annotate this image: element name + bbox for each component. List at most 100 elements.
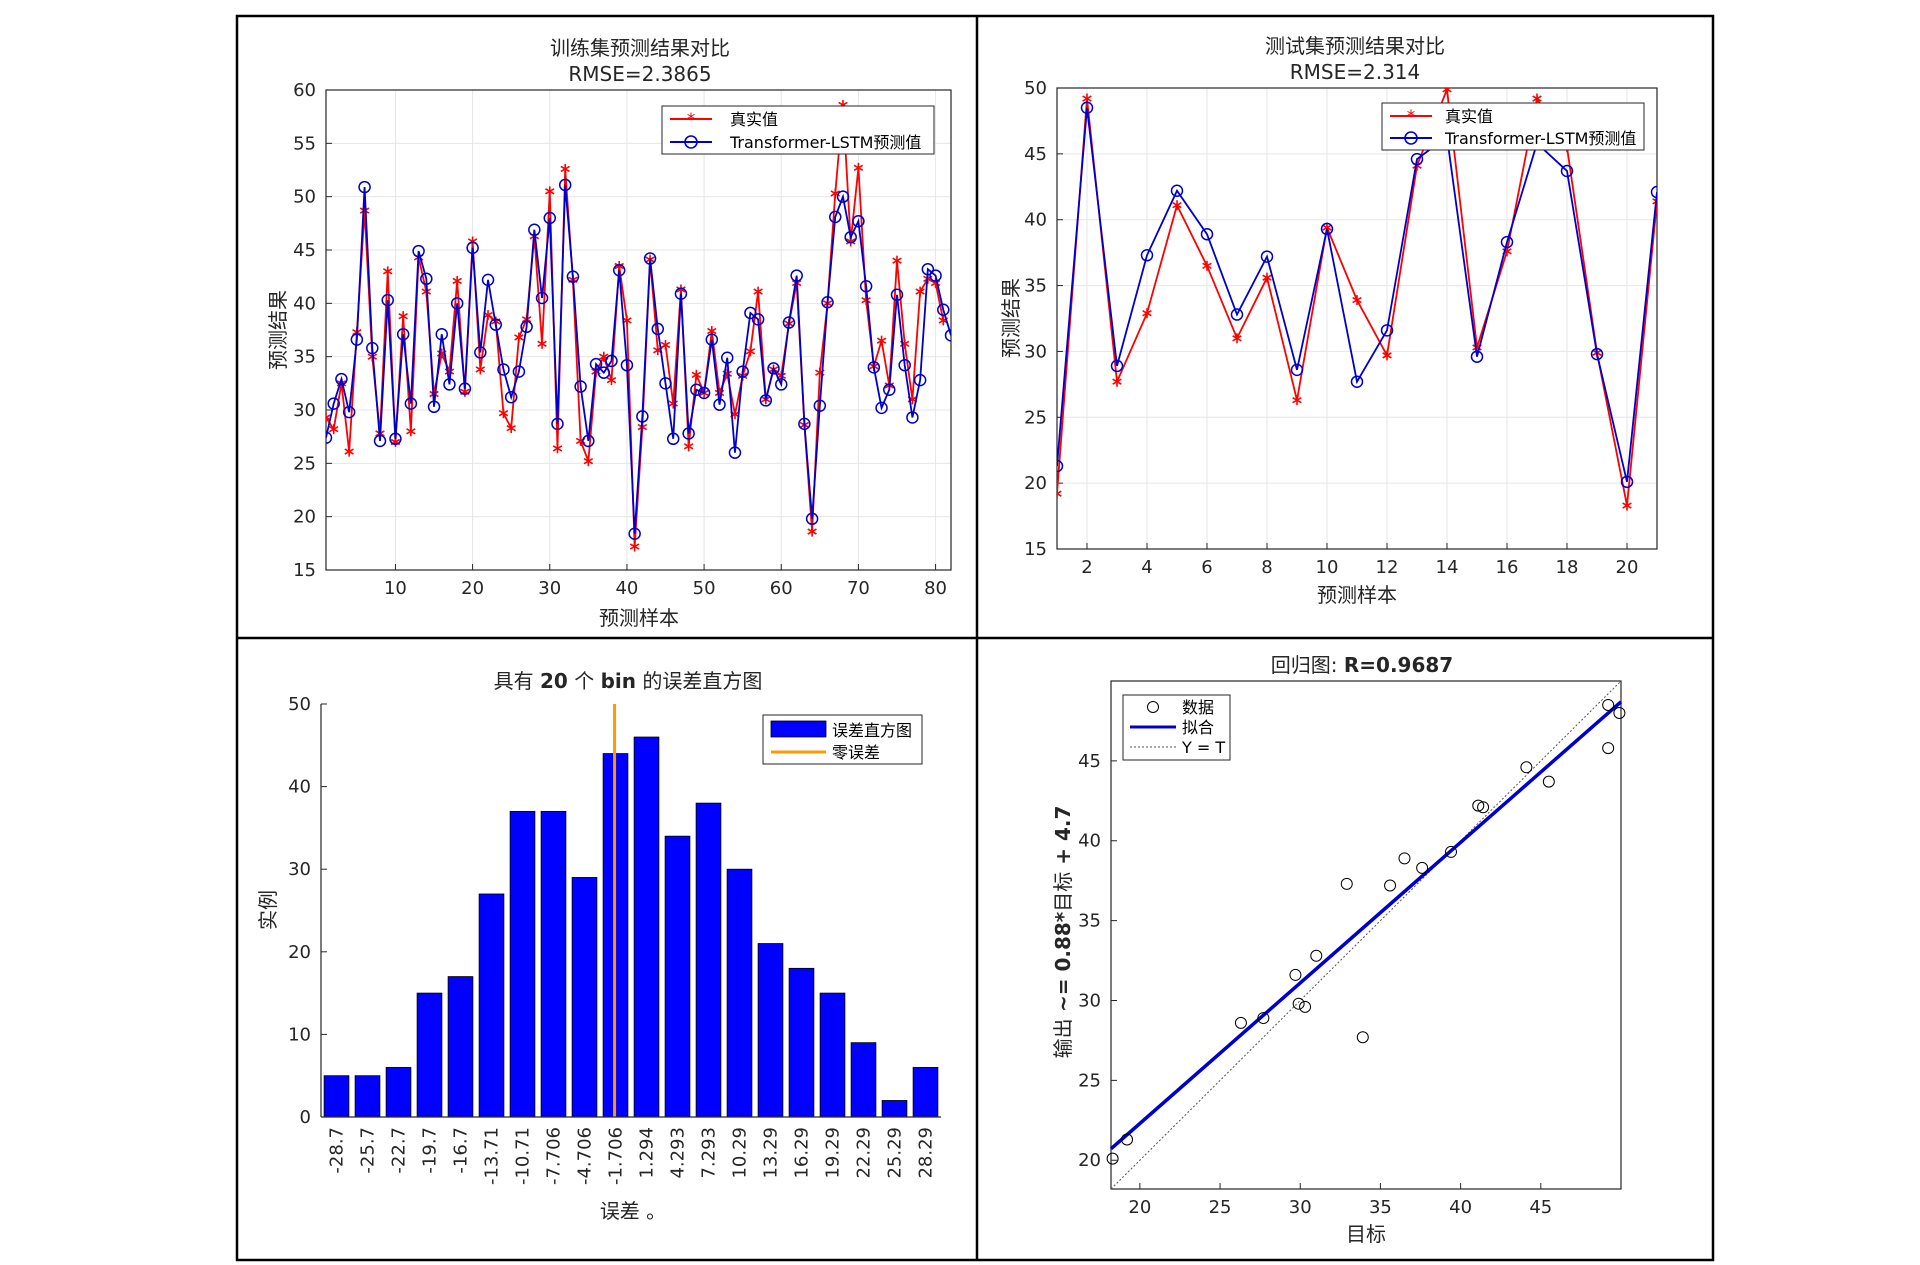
train-legend-pred-label: Transformer-LSTM预测值 — [729, 133, 921, 152]
reg-data-point-5 — [1289, 968, 1302, 981]
regression-lines — [1109, 680, 1623, 1190]
train-pred-point-44 — [651, 322, 665, 336]
train-pred-point-82 — [944, 329, 951, 342]
test-ytick-label-1: 20 — [1024, 473, 1047, 494]
train-xtick-label-5: 60 — [770, 578, 793, 599]
hist-bar-2 — [354, 1075, 381, 1118]
test-actual-point-9-stroke-2 — [1292, 396, 1302, 404]
reg-data-point-10 — [1356, 1031, 1369, 1044]
regression-axes-box — [1110, 680, 1622, 1190]
hist-xtick-label-1: -25.7 — [358, 1127, 379, 1174]
train-pred-point-80 — [929, 269, 942, 282]
train-actual-point-4 — [344, 446, 354, 457]
test-pred-point-18 — [1560, 164, 1574, 178]
reg-xtick-label-0: 20 — [1128, 1197, 1151, 1218]
hist-bar-8 — [540, 810, 567, 1118]
train-pred-point-81 — [937, 303, 950, 316]
regression-title: 回归图: R=0.9687 — [1271, 653, 1453, 677]
hist-xtick-label-13: 10.29 — [730, 1127, 751, 1179]
regression-points — [1106, 698, 1626, 1165]
test-actual-point-20-stroke-2 — [1622, 502, 1632, 509]
train-legend-actual-label: 真实值 — [730, 110, 778, 129]
test-xtick-label-0: 2 — [1081, 557, 1092, 578]
train-ytick-label-2: 25 — [293, 453, 316, 474]
regression-ylabel-suffix: + 4.7 — [1051, 806, 1075, 872]
train-pred-point-4 — [342, 405, 356, 419]
test-ytick-label-5: 40 — [1024, 210, 1047, 231]
train-actual-point-2-stroke-2 — [328, 426, 339, 433]
reg-ytick-label-0: 20 — [1078, 1150, 1101, 1171]
train-pred-point-62 — [790, 269, 803, 282]
train-pred-point-36 — [589, 357, 603, 371]
train-actual-point-75-stroke-2 — [892, 257, 902, 264]
hist-ytick-label-3: 30 — [288, 859, 311, 880]
hist-xtick-label-0: -28.7 — [327, 1127, 348, 1174]
train-actual-point-11 — [398, 311, 408, 322]
train-ytick-label-3: 30 — [293, 400, 316, 421]
train-pred-point-76 — [898, 358, 911, 372]
train-pred-point-15 — [427, 400, 441, 414]
train-xtick-label-4: 50 — [693, 578, 716, 599]
test-actual-point-1-stroke-1 — [1057, 492, 1062, 497]
train-legend-actual-marker: * — [687, 110, 696, 130]
test-actual-point-12-stroke-2 — [1382, 352, 1392, 359]
test-pred-point-11 — [1350, 375, 1364, 388]
test-ticks: 2 4 6 8 10 12 14 16 18 20 15 20 25 30 35 40 45 50 — [1024, 78, 1638, 578]
hist-xtick-label-7: -7.706 — [544, 1127, 565, 1185]
train-pred-point-63 — [798, 417, 811, 431]
train-actual-point-70-stroke-2 — [853, 164, 864, 172]
test-xtick-label-8: 18 — [1556, 557, 1579, 578]
test-actual-point-8-stroke-2 — [1262, 274, 1272, 281]
histogram-bars — [323, 704, 939, 1118]
train-series — [326, 99, 951, 552]
train-actual-point-47-stroke-2 — [676, 286, 686, 293]
train-pred-point-20 — [466, 241, 479, 255]
reg-data-point-18 — [1542, 775, 1555, 788]
train-pred-point-1 — [326, 431, 333, 444]
test-subtitle: RMSE=2.314 — [1290, 60, 1421, 84]
train-pred-point-16 — [435, 328, 448, 341]
reg-xtick-label-1: 25 — [1209, 1197, 1232, 1218]
hist-xtick-label-10: 1.294 — [637, 1127, 658, 1179]
train-pred-point-19 — [458, 382, 472, 395]
train-actual-point-24-stroke-2 — [498, 410, 509, 417]
test-legend-actual-label: 真实值 — [1445, 107, 1493, 126]
train-actual-point-6 — [359, 205, 370, 216]
reg-ytick-label-4: 40 — [1078, 831, 1101, 852]
train-actual-point-1 — [326, 412, 331, 423]
test-pred-point-20 — [1620, 475, 1634, 489]
test-xtick-label-4: 10 — [1316, 557, 1339, 578]
train-ytick-label-4: 35 — [293, 347, 316, 368]
test-actual-point-5 — [1172, 200, 1182, 211]
train-pred-point-64 — [805, 512, 819, 526]
hist-bar-7 — [509, 810, 536, 1118]
train-pred-point-75 — [890, 288, 904, 302]
train-pred-point-11 — [396, 328, 410, 341]
train-actual-point-4-stroke-2 — [344, 448, 354, 455]
regression-legend: 数据 拟合 Y = T — [1122, 694, 1231, 761]
train-pred-point-8 — [373, 434, 387, 448]
train-actual-point-32-stroke-2 — [560, 165, 570, 173]
train-actual-point-39-stroke-2 — [614, 262, 624, 270]
train-actual-point-41-stroke-2 — [629, 543, 640, 550]
reg-data-point-6 — [1292, 997, 1305, 1010]
test-legend-actual-marker: * — [1407, 107, 1416, 127]
train-pred-point-51 — [705, 333, 719, 346]
train-actual-point-21 — [475, 364, 486, 375]
regression-legend-identity-label: Y = T — [1181, 738, 1225, 757]
test-pred-point-5 — [1170, 184, 1184, 197]
hist-xtick-label-8: -4.706 — [575, 1127, 596, 1185]
train-pred-point-18 — [450, 297, 464, 310]
hist-xtick-label-16: 19.29 — [823, 1127, 844, 1179]
train-pred-point-23 — [489, 318, 503, 331]
train-actual-point-69-stroke-2 — [845, 238, 856, 245]
train-pred-point-47 — [674, 287, 688, 300]
train-actual-point-56 — [745, 346, 756, 357]
train-pred-point-6 — [358, 180, 371, 194]
train-ytick-label-1: 20 — [293, 507, 316, 528]
train-actual-point-30 — [545, 186, 555, 197]
train-actual-point-38 — [606, 375, 617, 386]
train-subtitle: RMSE=2.3865 — [568, 62, 711, 86]
reg-data-point-14 — [1445, 845, 1457, 858]
reg-data-point-11 — [1384, 879, 1397, 892]
